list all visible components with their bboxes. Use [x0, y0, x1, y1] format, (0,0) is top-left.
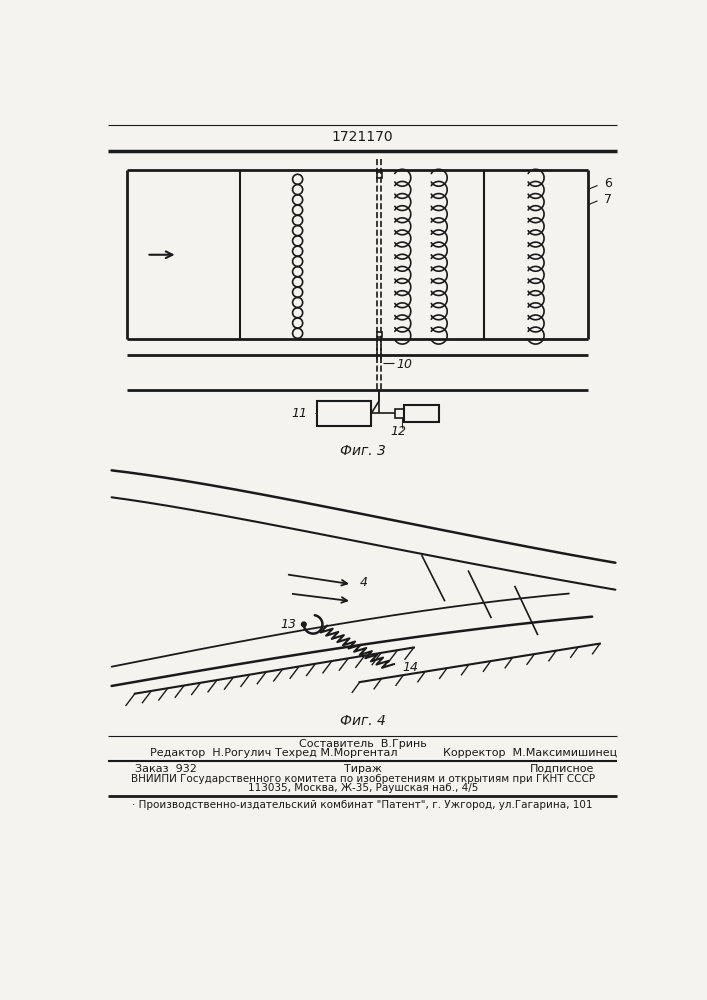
Text: Редактор  Н.Рогулич: Редактор Н.Рогулич: [151, 748, 271, 758]
Text: Подписное: Подписное: [530, 764, 595, 774]
Text: Корректор  М.Максимишинец: Корректор М.Максимишинец: [443, 748, 617, 758]
Text: 14: 14: [402, 661, 418, 674]
Text: 13: 13: [280, 618, 296, 631]
Text: 7: 7: [604, 193, 612, 206]
Text: Заказ  932: Заказ 932: [135, 764, 197, 774]
Bar: [377, 172, 382, 178]
Text: Фиг. 3: Фиг. 3: [340, 444, 385, 458]
Circle shape: [301, 622, 306, 627]
Text: 4: 4: [360, 576, 368, 588]
Text: 6: 6: [604, 177, 612, 190]
Text: Фиг. 4: Фиг. 4: [340, 714, 385, 728]
Text: · Производственно-издательский комбинат "Патент", г. Ужгород, ул.Гагарина, 101: · Производственно-издательский комбинат …: [132, 800, 593, 810]
Text: 11: 11: [292, 407, 308, 420]
Text: Тираж: Тираж: [344, 764, 382, 774]
Text: 10: 10: [396, 358, 412, 371]
Text: Составитель  В.Гринь: Составитель В.Гринь: [299, 739, 426, 749]
Bar: [404, 405, 438, 422]
Text: 1721170: 1721170: [332, 130, 394, 144]
Text: 12: 12: [390, 425, 407, 438]
Text: Техред М.Моргентал: Техред М.Моргентал: [275, 748, 397, 758]
Bar: [377, 332, 382, 337]
Text: ВНИИПИ Государственного комитета по изобретениям и открытиям при ГКНТ СССР: ВНИИПИ Государственного комитета по изоб…: [131, 774, 595, 784]
Text: 113035, Москва, Ж-35, Раушская наб., 4/5: 113035, Москва, Ж-35, Раушская наб., 4/5: [247, 783, 478, 793]
Bar: [317, 401, 371, 426]
Bar: [395, 409, 404, 418]
